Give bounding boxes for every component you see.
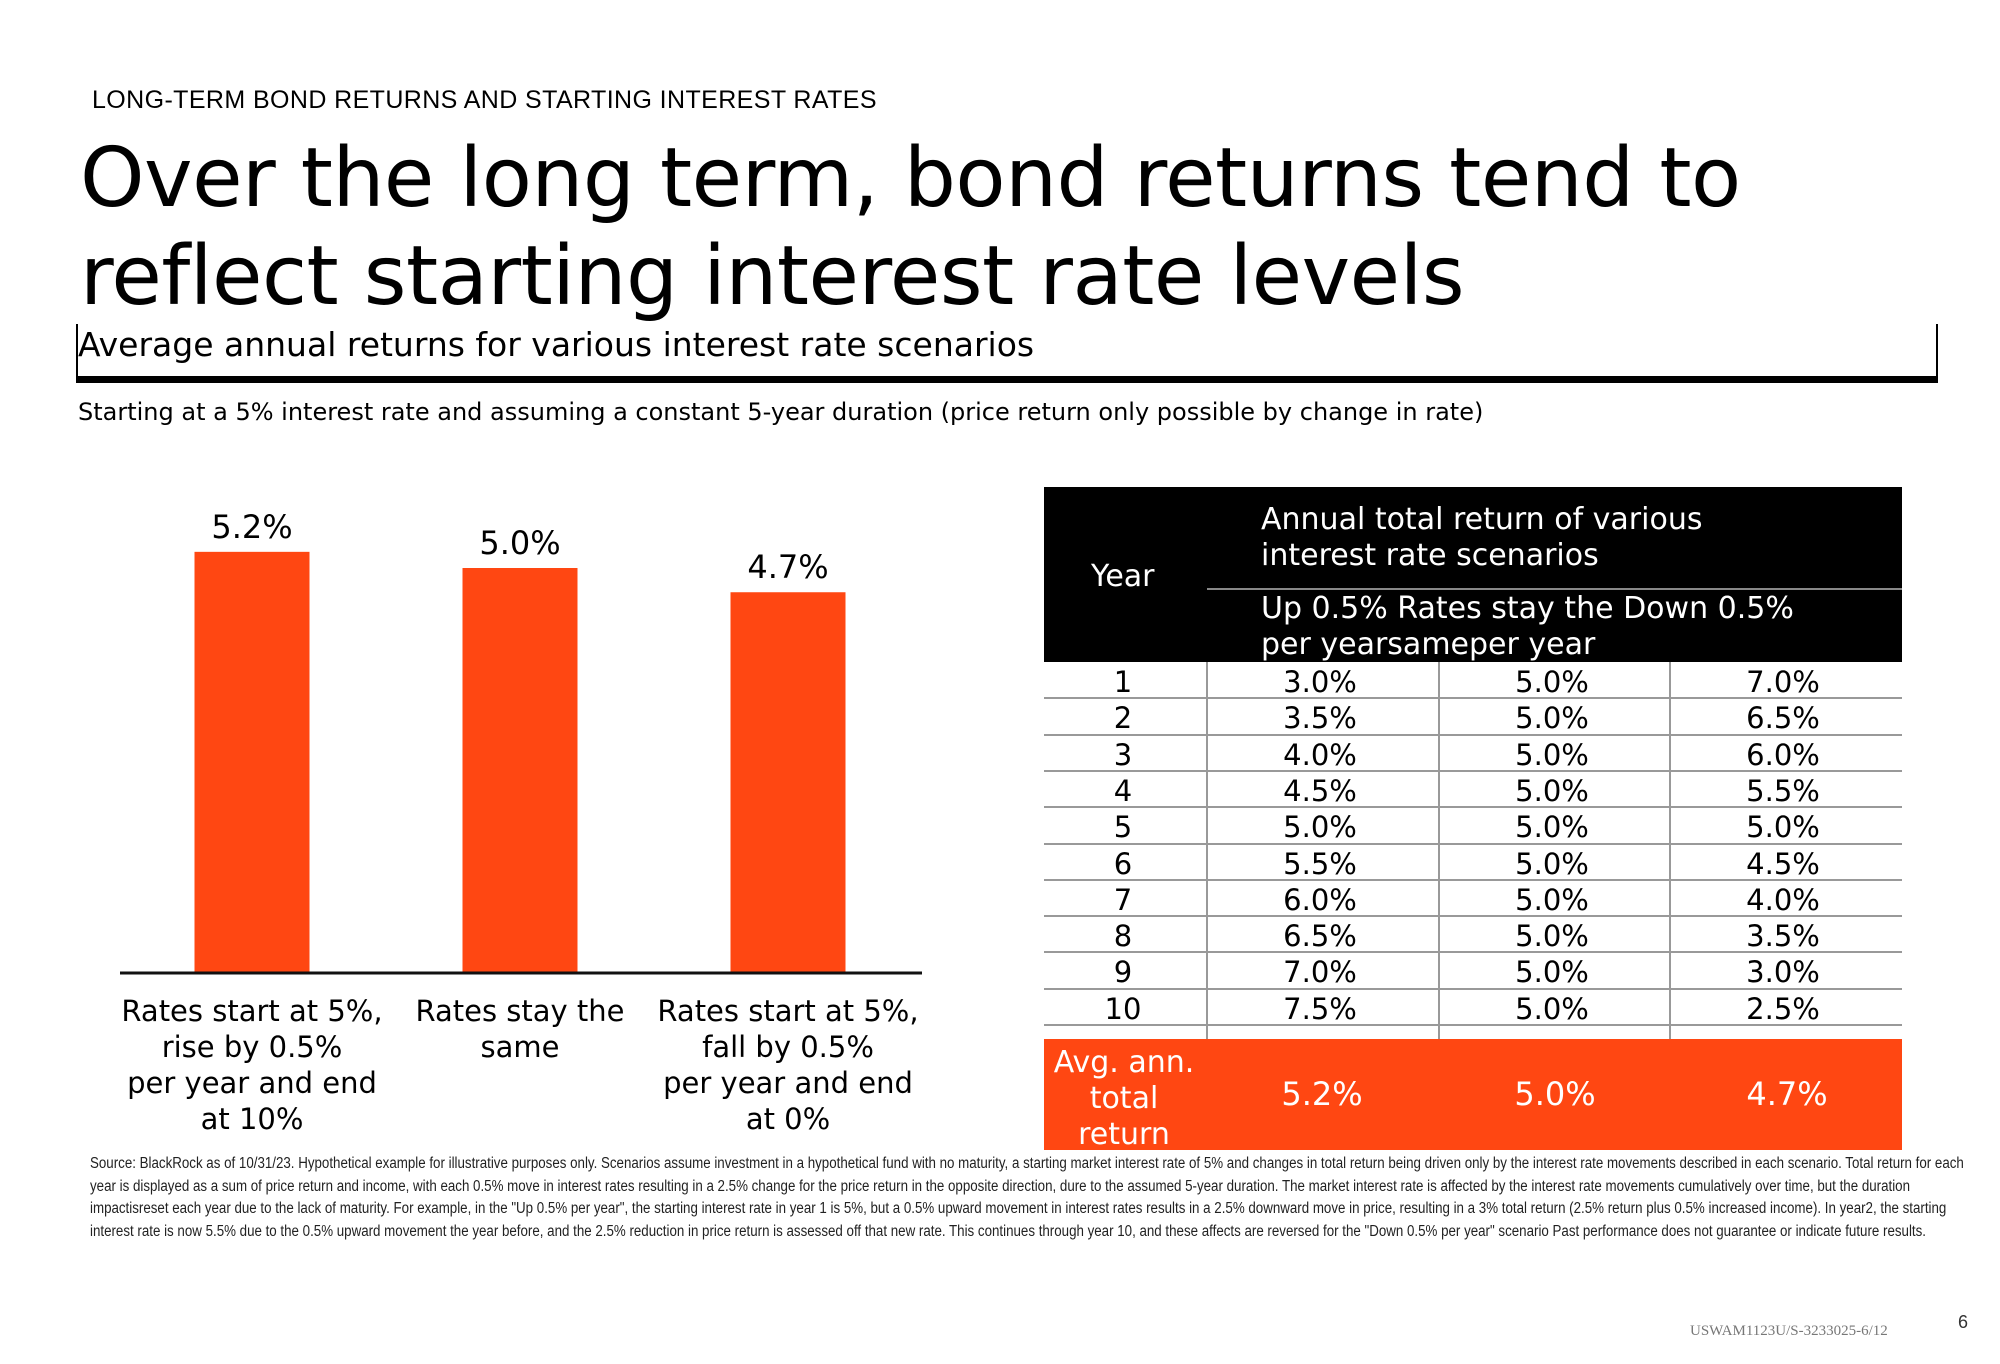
row-divider: [1044, 951, 1902, 954]
table-value-cell: 7.5%: [1283, 991, 1357, 1026]
x-tick-label-line: per year and end: [663, 1066, 913, 1100]
table-value-cell: 4.5%: [1283, 773, 1357, 808]
x-tick-label-line: same: [480, 1030, 560, 1064]
page-subtitle: Average annual returns for various inter…: [78, 325, 1035, 364]
table-value-cell: 5.0%: [1515, 701, 1589, 736]
bar: [194, 551, 310, 972]
x-tick-label-line: per year and end: [127, 1066, 377, 1100]
table-value-cell: 5.5%: [1746, 773, 1820, 808]
table-year-cell: 4: [1113, 773, 1133, 808]
table-value-cell: 4.0%: [1746, 882, 1820, 917]
table-year-cell: 1: [1113, 665, 1133, 699]
scenario-header-line-1: Up 0.5% Rates stay the Down 0.5%: [1261, 591, 1794, 626]
x-tick-label-line: rise by 0.5%: [161, 1030, 343, 1064]
document-code: USWAM1123U/S-3233025-6/12: [1690, 1323, 1888, 1339]
table-value-cell: 3.0%: [1746, 955, 1820, 990]
x-tick-label: Rates start at 5%, rise by 0.5% per year a…: [112, 993, 392, 1137]
column-divider: [1669, 662, 1671, 1150]
table-year-cell: 2: [1113, 701, 1133, 736]
row-divider: [1044, 1024, 1902, 1026]
table-value-cell: 5.0%: [1515, 665, 1589, 699]
x-tick-label: Rates start at 5%, fall by 0.5% per year a…: [648, 993, 928, 1137]
table-value-cell: 6.5%: [1746, 701, 1820, 736]
bar-data-label: 5.2%: [211, 508, 292, 546]
table-value-cell: 7.0%: [1746, 665, 1820, 699]
table-value-cell: 3.0%: [1283, 665, 1357, 699]
row-divider: [1044, 733, 1902, 736]
group-header-line-2: interest rate scenarios: [1261, 538, 1599, 573]
row-divider: [1044, 878, 1902, 881]
table-year-cell: 7: [1113, 882, 1133, 917]
table-value-cell: 4.0%: [1283, 737, 1357, 772]
year-header: Year: [1091, 559, 1155, 594]
table-year-cell: 10: [1104, 991, 1142, 1026]
bar-data-label: 4.7%: [747, 548, 828, 586]
table-value-cell: 2.5%: [1746, 991, 1820, 1026]
avg-label-line: Avg. ann.: [1053, 1045, 1195, 1080]
table-value-cell: 5.0%: [1515, 991, 1589, 1026]
page-title: Over the long term, bond returns tend to…: [80, 131, 1741, 324]
avg-value-same: 5.0%: [1514, 1075, 1596, 1113]
table-value-cell: 5.0%: [1515, 955, 1589, 990]
table-value-cell: 5.0%: [1515, 846, 1589, 881]
table-value-cell: 5.0%: [1515, 882, 1589, 917]
table-year-cell: 5: [1113, 810, 1133, 845]
row-divider: [1044, 987, 1902, 990]
x-tick-label-line: Rates start at 5%,: [657, 994, 919, 1028]
x-tick-label-line: Rates stay the: [415, 994, 625, 1028]
row-divider: [1044, 806, 1902, 809]
bar-chart: 5.2% 5.0% 4.7%: [120, 508, 922, 975]
scenario-header-line-2: per yearsameper year: [1261, 627, 1596, 662]
table-value-cell: 5.0%: [1515, 737, 1589, 772]
section-kicker: LONG-TERM BOND RETURNS AND STARTING INTE…: [92, 86, 877, 114]
x-tick-label-line: at 0%: [745, 1102, 831, 1136]
average-row: Avg. ann. total return 5.2% 5.0% 4.7%: [1044, 1039, 1902, 1153]
header-divider: [1207, 588, 1902, 590]
row-divider: [1044, 915, 1902, 918]
x-tick-label-line: Rates start at 5%,: [121, 994, 383, 1028]
subtitle-rule: [76, 324, 1938, 383]
avg-label-line: total: [1089, 1081, 1159, 1116]
table-value-cell: 4.5%: [1746, 846, 1820, 881]
table-value-cell: 3.5%: [1283, 701, 1357, 736]
avg-value-up: 5.2%: [1281, 1075, 1363, 1113]
table-year-cell: 6: [1113, 846, 1133, 881]
average-row-label: Avg. ann. total return: [1044, 1045, 1204, 1153]
row-divider: [1044, 842, 1902, 845]
table-value-cell: 6.0%: [1283, 882, 1357, 917]
returns-table: Year Annual total return of various inte…: [1044, 487, 1902, 1153]
table-value-cell: 5.0%: [1283, 810, 1357, 845]
row-divider: [1044, 769, 1902, 772]
bar: [462, 568, 578, 972]
source-footnote: Source: BlackRock as of 10/31/23. Hypoth…: [90, 1155, 1964, 1240]
avg-value-down: 4.7%: [1746, 1075, 1828, 1113]
x-tick-label-line: fall by 0.5%: [702, 1030, 874, 1064]
group-header-line-1: Annual total return of various: [1261, 502, 1703, 537]
table-value-cell: 5.0%: [1515, 810, 1589, 845]
table-year-cell: 3: [1113, 737, 1133, 772]
table-value-cell: 6.0%: [1746, 737, 1820, 772]
table-value-cell: 5.5%: [1283, 846, 1357, 881]
column-divider: [1206, 662, 1208, 1150]
table-year-cell: 9: [1113, 955, 1133, 990]
x-tick-label-line: at 10%: [200, 1102, 304, 1136]
row-divider: [1044, 697, 1902, 700]
table-value-cell: 6.5%: [1283, 919, 1357, 954]
column-divider: [1438, 662, 1440, 1150]
table-value-cell: 5.0%: [1515, 773, 1589, 808]
bar-data-label: 5.0%: [479, 524, 560, 562]
bar: [730, 592, 846, 972]
table-year-cell: 8: [1113, 919, 1133, 954]
page-number: 6: [1958, 1312, 1969, 1332]
x-tick-label: Rates stay the same: [380, 993, 660, 1065]
table-value-cell: 5.0%: [1746, 810, 1820, 845]
table-value-cell: 5.0%: [1515, 919, 1589, 954]
chart-note: Starting at a 5% interest rate and assum…: [78, 398, 1484, 426]
table-header: Year Annual total return of various inte…: [1044, 487, 1902, 662]
table-value-cell: 7.0%: [1283, 955, 1357, 990]
table-value-cell: 3.5%: [1746, 919, 1820, 954]
avg-label-line: return: [1078, 1117, 1170, 1152]
